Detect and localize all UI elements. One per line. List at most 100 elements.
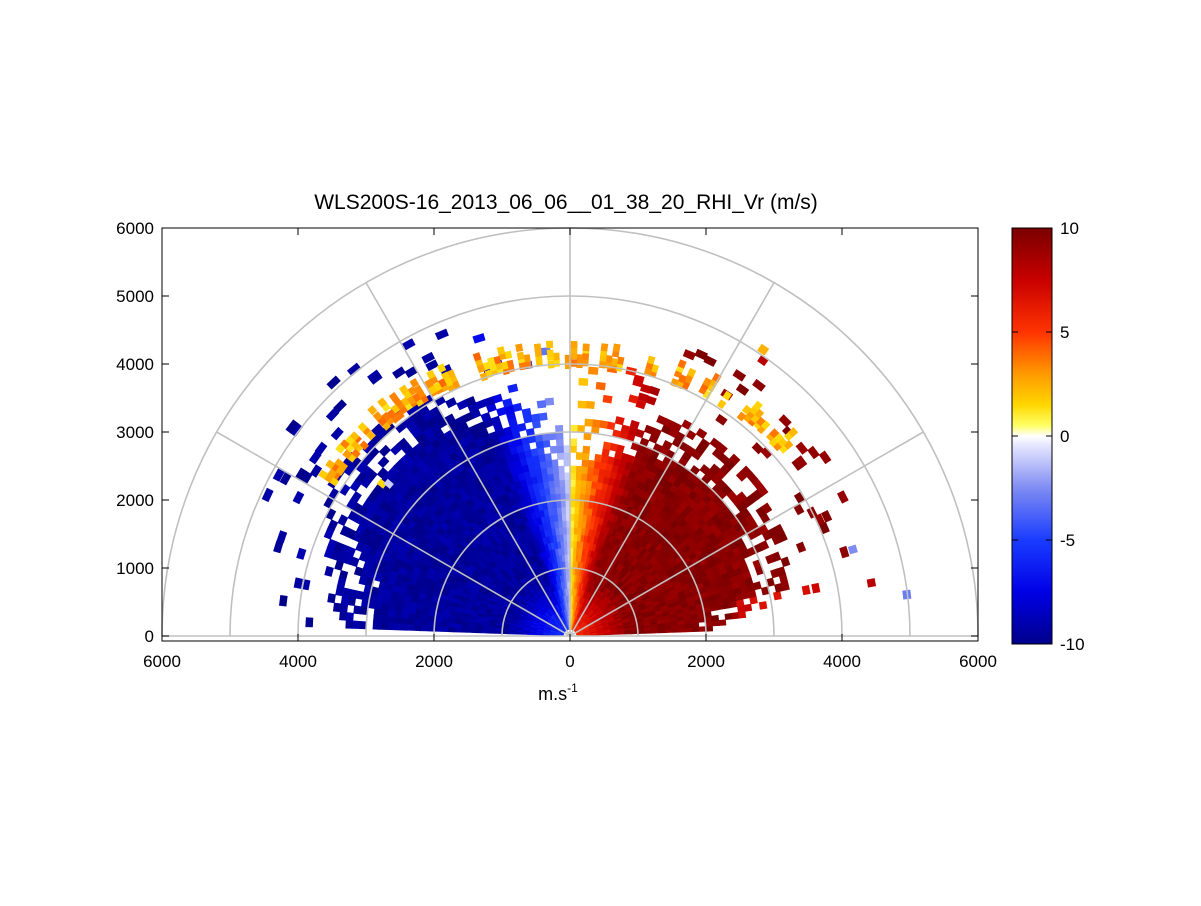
velocity-gate	[573, 513, 579, 522]
velocity-gate	[425, 359, 439, 372]
y-tick-label: 5000	[116, 287, 154, 306]
velocity-gate	[605, 354, 613, 364]
velocity-gate	[368, 371, 383, 385]
velocity-gate	[549, 445, 558, 454]
velocity-gate	[563, 472, 571, 481]
velocity-gate	[323, 547, 334, 559]
velocity-gate	[705, 625, 714, 632]
velocity-gate	[569, 438, 578, 447]
velocity-gate	[585, 400, 595, 410]
velocity-gate	[399, 623, 408, 631]
velocity-gate	[728, 453, 741, 466]
velocity-gate	[420, 620, 429, 627]
velocity-gate	[569, 445, 577, 453]
velocity-gate	[718, 619, 727, 626]
velocity-gate	[711, 372, 722, 383]
velocity-gate	[400, 617, 409, 625]
velocity-gate	[345, 619, 354, 629]
velocity-gate	[305, 617, 314, 628]
azimuth-spoke	[216, 431, 571, 637]
velocity-gate	[387, 610, 396, 618]
polar-grid	[161, 227, 979, 637]
velocity-gate	[340, 595, 350, 606]
velocity-gate	[741, 404, 752, 415]
velocity-gate	[353, 566, 364, 577]
velocity-gate	[580, 479, 587, 488]
velocity-gate	[743, 603, 753, 612]
velocity-gate	[769, 428, 780, 439]
velocity-gate	[598, 360, 607, 369]
velocity-gate	[413, 624, 422, 632]
velocity-gate	[342, 449, 353, 460]
velocity-gate	[533, 343, 542, 352]
velocity-gate	[536, 400, 547, 409]
velocity-gate	[637, 392, 649, 403]
velocity-gate	[352, 620, 361, 629]
velocity-gate	[546, 349, 554, 358]
x-axis-label: m.s-1	[538, 681, 578, 704]
velocity-gate	[488, 629, 496, 634]
velocity-gate	[553, 359, 560, 367]
velocity-gate	[647, 355, 656, 365]
colorbar-tick-label: 5	[1060, 323, 1069, 342]
velocity-gate	[474, 629, 483, 634]
velocity-gate	[736, 491, 748, 503]
velocity-gate	[357, 422, 368, 433]
velocity-gate	[780, 556, 791, 568]
velocity-gate	[794, 455, 808, 469]
velocity-gate	[372, 615, 381, 624]
velocity-gate	[447, 622, 456, 629]
velocity-gate	[460, 628, 469, 633]
velocity-gate	[538, 412, 548, 421]
velocity-gate	[372, 621, 381, 630]
velocity-gate	[732, 369, 747, 382]
velocity-gate	[698, 626, 707, 632]
velocity-gate	[569, 465, 577, 474]
velocity-gate	[574, 479, 582, 488]
velocity-gate	[393, 617, 402, 625]
velocity-gate	[716, 399, 727, 410]
velocity-gate	[836, 490, 849, 504]
velocity-gate	[758, 601, 768, 610]
velocity-gate	[383, 478, 394, 489]
velocity-gate	[574, 492, 581, 501]
velocity-gate	[556, 452, 565, 460]
velocity-gate	[381, 602, 390, 611]
velocity-gate	[447, 627, 456, 633]
velocity-gate	[563, 452, 571, 460]
velocity-gate	[371, 423, 384, 436]
velocity-gate	[709, 437, 722, 449]
velocity-gate	[602, 441, 612, 451]
velocity-gate	[573, 506, 580, 515]
velocity-gate	[434, 328, 449, 341]
colorbar: 10 5 0 -5 -10	[1011, 219, 1085, 654]
velocity-gate	[735, 383, 750, 396]
y-tick-label: 3000	[116, 423, 154, 442]
velocity-gate	[551, 459, 559, 468]
velocity-gate	[628, 394, 639, 404]
velocity-gate	[545, 340, 554, 349]
velocity-gate	[365, 430, 376, 441]
velocity-gate	[414, 613, 423, 621]
velocity-gate	[578, 377, 589, 386]
y-tick-label: 4000	[116, 355, 154, 374]
velocity-gate	[582, 445, 591, 454]
x-tick-label: 4000	[279, 652, 317, 671]
velocity-gate	[711, 614, 720, 622]
velocity-gate	[771, 551, 782, 562]
velocity-gate	[535, 633, 544, 636]
velocity-gate	[709, 463, 721, 475]
velocity-gate	[433, 626, 442, 632]
velocity-gate	[773, 523, 785, 535]
velocity-gate	[487, 356, 496, 366]
velocity-gate	[521, 407, 532, 417]
velocity-gate	[373, 608, 382, 617]
velocity-gate	[695, 427, 708, 440]
velocity-gate	[379, 615, 388, 624]
velocity-gate	[388, 391, 399, 403]
velocity-gate	[472, 352, 482, 362]
velocity-gate	[560, 499, 566, 508]
velocity-gate	[740, 465, 753, 478]
velocity-gate	[406, 624, 415, 631]
